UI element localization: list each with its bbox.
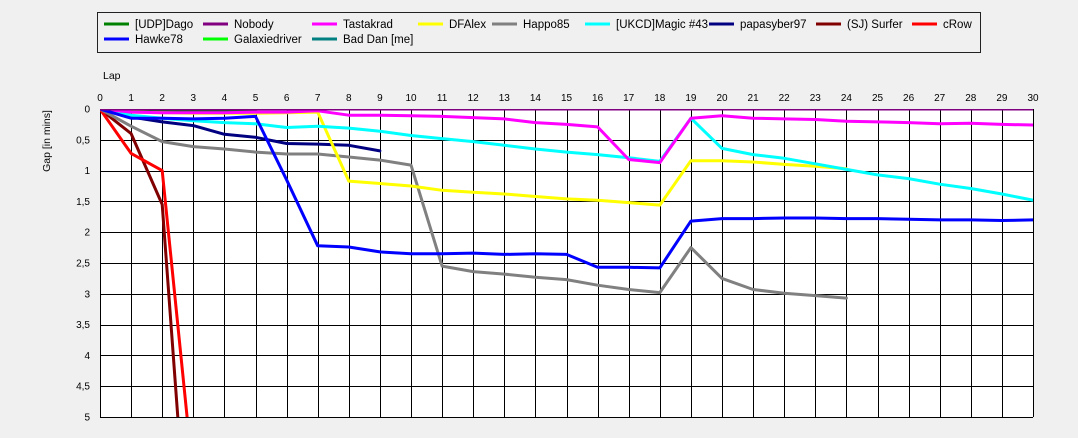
y-tick-label: 1,5 [76, 197, 90, 208]
x-tick-label: 17 [623, 93, 635, 104]
y-tick-label: 5 [84, 413, 90, 424]
x-tick-label: 30 [1027, 93, 1039, 104]
y-axis-title: Gap [in mins] [41, 110, 53, 172]
x-tick-label: 18 [654, 93, 666, 104]
x-tick-label: 9 [377, 93, 383, 104]
y-tick-label: 4,5 [76, 382, 90, 393]
series-line-crow [100, 109, 189, 417]
x-tick-label: 20 [716, 93, 728, 104]
series-line-tastakrad [100, 109, 1033, 165]
x-tick-label: 19 [685, 93, 697, 104]
x-tick-label: 11 [437, 93, 448, 104]
legend-box [97, 12, 981, 53]
series-line-sj-surfer [100, 109, 180, 417]
y-tick-label: 1 [84, 166, 90, 177]
x-axis-title: Lap [103, 70, 121, 82]
series-line-ukcd-magic-43 [100, 109, 1033, 202]
grid-lines [100, 109, 1034, 418]
legend-label-sj-surfer: (SJ) Surfer [847, 19, 903, 31]
legend-label-udp-dago: [UDP]Dago [135, 19, 193, 31]
legend-label-papasyber97: papasyber97 [740, 19, 807, 31]
legend-label-happo85: Happo85 [523, 19, 570, 31]
legend-label-nobody: Nobody [234, 19, 274, 31]
x-tick-label: 25 [872, 93, 884, 104]
x-tick-label: 4 [222, 93, 228, 104]
legend-label-dfalex: DFAlex [449, 19, 486, 31]
series-line-happo85 [100, 109, 848, 300]
x-tick-label: 27 [934, 93, 946, 104]
legend-label-bad-dan-me: Bad Dan [me] [343, 34, 413, 46]
y-tick-label: 4 [84, 351, 90, 362]
x-tick-label: 28 [965, 93, 977, 104]
series-line-hawke78 [100, 109, 1033, 270]
y-tick-label: 2 [84, 228, 90, 239]
x-tick-label: 23 [810, 93, 822, 104]
x-tick-label: 29 [996, 93, 1008, 104]
x-tick-label: 26 [903, 93, 915, 104]
x-tick-label: 13 [499, 93, 511, 104]
x-tick-label: 0 [97, 93, 103, 104]
y-tick-label: 2,5 [76, 259, 90, 270]
x-tick-label: 10 [405, 93, 417, 104]
y-tick-label: 3,5 [76, 320, 90, 331]
x-tick-label: 12 [468, 93, 480, 104]
legend-label-galaxiedriver: Galaxiedriver [234, 34, 302, 46]
legend: [UDP]Dago Nobody Tastakrad DFAlex Happo85 [UK… [97, 12, 981, 53]
x-tick-label: 1 [128, 93, 134, 104]
x-tick-label: 5 [253, 93, 259, 104]
legend-label-ukcd-magic-43: [UKCD]Magic #43 [616, 19, 708, 31]
legend-label-hawke78: Hawke78 [135, 34, 183, 46]
x-tick-label: 6 [284, 93, 290, 104]
x-tick-label: 21 [748, 93, 760, 104]
x-tick-label: 3 [191, 93, 197, 104]
legend-label-crow: cRow [943, 19, 972, 31]
x-tick-label: 14 [530, 93, 542, 104]
x-tick-label: 22 [779, 93, 791, 104]
series-group [100, 109, 1033, 417]
y-tick-label: 3 [84, 289, 90, 300]
legend-label-tastakrad: Tastakrad [343, 19, 393, 31]
x-tick-label: 16 [592, 93, 604, 104]
x-tick-label: 15 [561, 93, 573, 104]
x-tick-label: 24 [841, 93, 853, 104]
x-tick-label: 8 [346, 93, 352, 104]
x-tick-label: 7 [315, 93, 321, 104]
x-tick-label: 2 [159, 93, 165, 104]
y-tick-label: 0 [84, 105, 90, 116]
y-tick-label: 0,5 [76, 135, 90, 146]
